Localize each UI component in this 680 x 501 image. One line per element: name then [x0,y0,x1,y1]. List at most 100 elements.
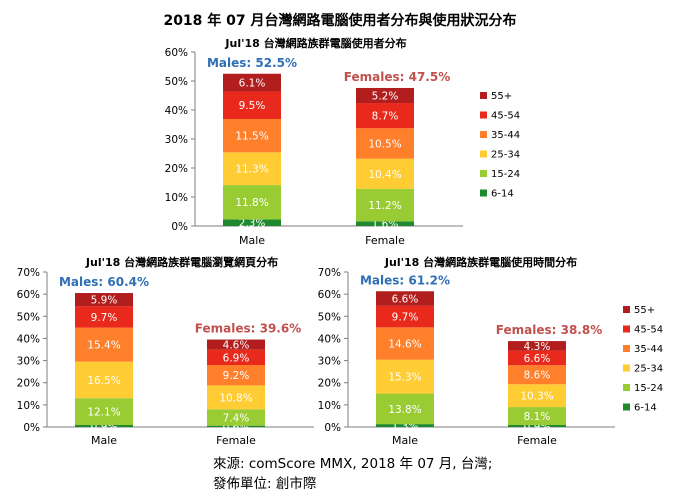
y-tick-label: 60% [17,289,40,301]
bar-segment-15-24-female [207,409,265,426]
bar-segment-25-34-female [508,384,566,408]
legend-swatch-15-24 [623,384,630,391]
bar-segment-6-14-male [75,425,133,427]
males-total-label: Males: 60.4% [59,275,149,289]
bar-segment-35-44-male [223,118,281,153]
bar-segment-45-54-male [376,305,434,328]
y-tick-label: 60% [318,289,341,301]
data-label: 10.3% [520,391,553,403]
legend-label: 55+ [634,305,655,316]
y-tick-label: 70% [318,267,341,279]
data-label: 5.2% [372,91,399,103]
publisher-line: 發佈單位: 創市際 [213,476,317,492]
bar-segment-6-14-female [207,425,265,427]
legend-swatch-45-54 [480,111,487,119]
y-tick-label: 10% [165,192,188,204]
y-tick-label: 20% [318,378,341,390]
legend-swatch-25-34 [623,364,630,372]
data-label: 6.6% [392,294,419,306]
y-tick-label: 10% [318,400,341,412]
y-tick-label: 40% [17,333,40,345]
bar-segment-55+-male [376,291,434,306]
bar-segment-25-34-female [356,158,414,189]
legend-label: 35-44 [634,344,663,355]
data-label: 9.2% [223,370,250,382]
bar-segment-55+-female [207,339,265,350]
chart-title-pageviews: Jul'18 台灣網路族群電腦瀏覽網頁分布 [85,255,278,269]
bar-segment-55+-male [223,73,281,92]
bar-segment-25-34-female [207,385,265,410]
y-tick-label: 40% [165,105,188,117]
females-total-label: Females: 47.5% [344,70,450,84]
data-label: 11.2% [368,200,401,212]
data-label: 6.1% [239,78,266,90]
data-label: 14.6% [388,339,421,351]
bar-segment-25-34-male [376,359,434,394]
y-tick-label: 30% [17,356,40,368]
bar-segment-55+-male [75,293,133,307]
data-label: 2.3% [239,218,266,230]
data-label: 10.4% [368,169,401,181]
females-total-label: Females: 38.8% [496,323,602,337]
data-label: 11.8% [235,197,268,209]
data-label: 1.6% [372,219,399,231]
legend-swatch-6-14 [623,403,630,411]
data-label: 13.8% [388,404,421,416]
bar-segment-35-44-male [75,327,133,362]
x-category-label: Male [239,234,265,247]
bar-segment-6-14-male [376,424,434,427]
data-label: 9.7% [91,312,118,324]
data-label: 11.3% [235,164,268,176]
data-label: 12.1% [87,407,120,419]
males-total-label: Males: 52.5% [207,56,297,70]
y-tick-label: 40% [318,333,341,345]
data-label: 8.6% [524,370,551,382]
data-label: 10.8% [219,392,252,404]
bar-segment-45-54-female [508,350,566,366]
data-label: 8.1% [524,411,551,423]
data-label: 9.7% [392,312,419,324]
legend-label: 55+ [491,91,512,102]
legend-label: 35-44 [491,130,520,141]
data-label: 9.5% [239,100,266,112]
x-category-label: Male [91,434,117,447]
y-tick-label: 10% [17,400,40,412]
bar-segment-15-24-male [75,398,133,426]
bar-segment-6-14-female [356,221,414,226]
data-label: 4.3% [524,341,551,353]
legend-label: 25-34 [491,150,520,161]
bar-segment-35-44-female [207,365,265,386]
bar-segment-6-14-female [508,425,566,427]
data-label: 7.4% [223,412,250,424]
bar-segment-35-44-female [508,365,566,385]
bar-segment-45-54-male [75,306,133,328]
legend-swatch-35-44 [623,345,630,352]
x-category-label: Female [216,434,256,447]
bar-segment-55+-female [356,87,414,104]
y-tick-label: 30% [318,356,341,368]
legend-label: 45-54 [634,325,663,336]
bar-segment-6-14-male [223,219,281,226]
data-label: 10.5% [368,138,401,150]
y-tick-label: 30% [165,134,188,146]
y-tick-label: 20% [165,163,188,175]
bar-segment-25-34-male [75,361,133,399]
bar-segment-45-54-male [223,91,281,119]
legend-swatch-55+ [623,306,630,313]
bar-segment-15-24-male [223,185,281,220]
legend-label: 6-14 [634,403,657,414]
y-tick-label: 50% [165,76,188,88]
y-tick-label: 0% [23,422,40,434]
source-line: 來源: comScore MMX, 2018 年 07 月, 台灣; [213,456,493,472]
legend-swatch-35-44 [480,131,487,138]
data-label: 15.3% [388,372,421,384]
chart-title-users: Jul'18 台灣網路族群電腦使用者分布 [224,36,406,50]
bar-segment-45-54-female [207,349,265,365]
data-label: 4.6% [223,340,250,352]
data-label: 15.4% [87,340,120,352]
x-category-label: Female [517,434,557,447]
legend-swatch-6-14 [480,189,487,197]
y-tick-label: 0% [324,422,341,434]
